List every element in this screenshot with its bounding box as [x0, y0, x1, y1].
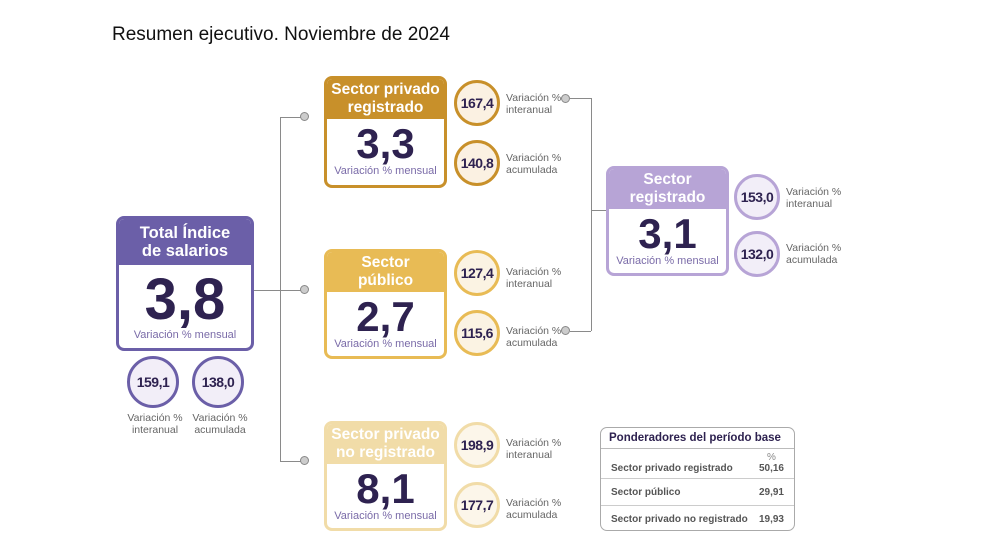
acumulada-circle: 177,7	[454, 482, 500, 528]
unit-label: %	[767, 452, 776, 463]
monthly-label: Variación % mensual	[334, 338, 437, 350]
row-label: Sector privado registrado	[611, 463, 733, 474]
table-title: Ponderadores del período base	[601, 428, 794, 449]
table-row: Sector público 29,91	[601, 479, 794, 506]
title-line: de salarios	[141, 242, 229, 260]
title-line: Total Índice	[139, 224, 231, 242]
publico-card: Sector público 2,7 Variación % mensual	[324, 249, 447, 359]
acumulada-circle: 132,0	[734, 231, 780, 277]
interanual-label: Variación % interanual	[506, 266, 562, 290]
connector	[280, 290, 302, 291]
ponderadores-table: Ponderadores del período base Sector pri…	[600, 427, 795, 531]
monthly-value: 3,3	[356, 120, 415, 167]
acumulada-label: Variación % acumulada	[506, 152, 562, 176]
total-card: Total Índice de salarios 3,8 Variación % …	[116, 216, 254, 351]
privado-no-registrado-card: Sector privado no registrado 8,1 Variació…	[324, 421, 447, 531]
table-row: Sector privado registrado % 50,16	[601, 449, 794, 479]
monthly-label: Variación % mensual	[133, 329, 237, 341]
connector	[570, 331, 591, 332]
interanual-circle: 159,1	[127, 356, 179, 408]
monthly-label: Variación % mensual	[616, 255, 719, 267]
monthly-label: Variación % mensual	[334, 165, 437, 177]
connector-dot	[300, 456, 309, 465]
acumulada-label: Variación % acumulada	[786, 242, 842, 266]
connector	[591, 98, 592, 331]
acumulada-label: Variación % acumulada	[192, 412, 248, 436]
connector-dot	[561, 94, 570, 103]
connector	[591, 210, 606, 211]
row-value-cell: % 50,16	[759, 452, 784, 478]
monthly-value: 3,1	[638, 210, 697, 257]
connector	[280, 117, 281, 461]
interanual-label: Variación % interanual	[506, 92, 562, 116]
card-title: Sector privado registrado	[327, 79, 444, 119]
interanual-label: Variación % interanual	[506, 437, 562, 461]
acumulada-circle: 115,6	[454, 310, 500, 356]
connector	[570, 98, 591, 99]
row-value: 29,91	[758, 486, 784, 498]
monthly-value: 3,8	[144, 267, 226, 332]
row-value: 50,16	[758, 463, 784, 474]
card-title: Sector registrado	[609, 169, 726, 209]
connector-dot	[561, 326, 570, 335]
acumulada-circle: 138,0	[192, 356, 244, 408]
interanual-circle: 198,9	[454, 422, 500, 468]
monthly-value: 8,1	[356, 465, 415, 512]
connector-dot	[300, 285, 309, 294]
interanual-circle: 167,4	[454, 80, 500, 126]
acumulada-circle: 140,8	[454, 140, 500, 186]
table-row: Sector privado no registrado 19,93	[601, 506, 794, 533]
row-value: 19,93	[758, 514, 784, 525]
row-label: Sector privado no registrado	[611, 514, 748, 525]
monthly-value: 2,7	[356, 293, 415, 340]
connector-dot	[300, 112, 309, 121]
interanual-circle: 153,0	[734, 174, 780, 220]
page-title: Resumen ejecutivo. Noviembre de 2024	[112, 24, 450, 45]
card-title: Sector público	[327, 252, 444, 292]
connector	[280, 117, 302, 118]
card-title: Total Índice de salarios	[119, 219, 251, 265]
privado-registrado-card: Sector privado registrado 3,3 Variación %…	[324, 76, 447, 188]
interanual-circle: 127,4	[454, 250, 500, 296]
connector	[280, 461, 302, 462]
acumulada-label: Variación % acumulada	[506, 325, 562, 349]
connector	[253, 290, 280, 291]
registrado-card: Sector registrado 3,1 Variación % mensual	[606, 166, 729, 276]
monthly-label: Variación % mensual	[334, 510, 437, 522]
card-title: Sector privado no registrado	[327, 424, 444, 464]
interanual-label: Variación % interanual	[127, 412, 183, 436]
row-label: Sector público	[611, 486, 681, 498]
interanual-label: Variación % interanual	[786, 186, 842, 210]
acumulada-label: Variación % acumulada	[506, 497, 562, 521]
